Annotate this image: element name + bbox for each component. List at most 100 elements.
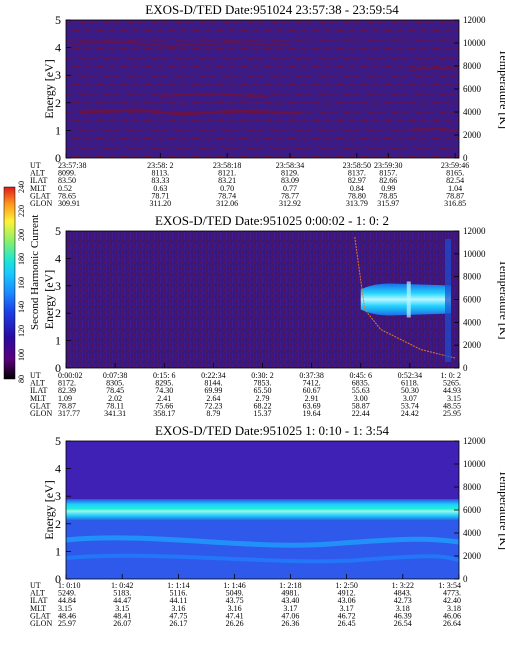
panel-3-emission-band [65, 499, 460, 579]
ephemeris-cell: 1.09 [58, 394, 72, 403]
ephemeris-cell: 43.40 [281, 596, 299, 605]
ephemeris-cell: 317.77 [58, 409, 80, 418]
ephemeris-cell: 8137. [348, 169, 366, 178]
ephemeris-cell: 6118. [401, 379, 419, 388]
panel-1-contour-streak [409, 66, 459, 71]
ephemeris-cell: 83.33 [151, 176, 169, 185]
energy-tick-label: 4 [55, 251, 61, 265]
ephemeris-cell: 358.17 [153, 409, 175, 418]
ephemeris-cell: 23:58:34 [276, 161, 304, 170]
ephemeris-cell: 78.74 [218, 191, 236, 200]
ephemeris-cell: 48.46 [58, 611, 76, 620]
ephemeris-cell: 1: 1:14 [167, 581, 189, 590]
energy-tick-label: 2 [55, 306, 61, 320]
ephemeris-row-label: ILAT [30, 386, 47, 395]
ephemeris-cell: 44.47 [113, 596, 131, 605]
ephemeris-cell: 48.55 [443, 401, 461, 410]
ephemeris-cell: 23:58: 2 [147, 161, 173, 170]
ephemeris-cell: 44.93 [443, 386, 461, 395]
ephemeris-cell: 26.54 [394, 619, 412, 628]
ephemeris-cell: 6835. [352, 379, 370, 388]
ephemeris-cell: 47.06 [281, 611, 299, 620]
panel-2-title: EXOS-D/TED Date:951025 0:00:02 - 1: 0: 2 [155, 213, 389, 228]
energy-tick-label: 5 [55, 434, 61, 448]
temperature-tick-label: 12000 [463, 15, 486, 25]
ephemeris-row-label: GLON [30, 409, 52, 418]
ephemeris-row-label: UT [30, 371, 41, 380]
colorbar-ticks: 80 100 120 140 160 180 200 220 240 [17, 181, 26, 383]
ephemeris-cell: 82.54 [446, 176, 464, 185]
temperature-tick-label: 2000 [463, 340, 482, 350]
energy-tick-label: 0 [55, 572, 61, 586]
ephemeris-cell: 78.85 [379, 191, 397, 200]
ephemeris-cell: 0:37:38 [299, 371, 323, 380]
ephemeris-cell: 1: 3:54 [439, 581, 461, 590]
ephemeris-cell: 1: 0:42 [111, 581, 133, 590]
ephemeris-cell: 72.23 [204, 401, 222, 410]
energy-tick-label: 3 [55, 489, 61, 503]
ephemeris-cell: 42.40 [443, 596, 461, 605]
ephemeris-cell: 8305. [106, 379, 124, 388]
ephemeris-row-label: ALT [30, 169, 45, 178]
temperature-tick-label: 0 [463, 574, 468, 584]
panel-3: EXOS-D/TED Date:951025 1: 0:10 - 1: 3:54… [30, 423, 505, 628]
ephemeris-cell: 75.66 [155, 401, 173, 410]
colorbar-tick-label: 80 [17, 375, 26, 383]
ephemeris-cell: 26.45 [338, 619, 356, 628]
emission-band-edge [445, 239, 451, 362]
ephemeris-cell: 50.30 [401, 386, 419, 395]
energy-axis-label: Energy [eV] [42, 270, 56, 329]
ephemeris-cell: 47.75 [169, 611, 187, 620]
energy-axis-label: Energy [eV] [42, 480, 56, 539]
panel-3-ephemeris-table: UT 1: 0:10 1: 0:42 1: 1:14 1: 1:46 1: 2:18 1: … [30, 581, 461, 628]
ephemeris-cell: 3.16 [171, 604, 185, 613]
ephemeris-row-label: UT [30, 581, 41, 590]
ephemeris-cell: 23:57:38 [58, 161, 86, 170]
ephemeris-row-label: MLT [30, 604, 46, 613]
ephemeris-cell: 25.97 [58, 619, 76, 628]
ephemeris-cell: 1: 3:22 [392, 581, 414, 590]
ephemeris-cell: 3.16 [228, 604, 242, 613]
ephemeris-cell: 8144. [204, 379, 222, 388]
ephemeris-cell: 315.97 [377, 199, 399, 208]
ephemeris-cell: 3.18 [396, 604, 410, 613]
ephemeris-cell: 0:30: 2 [251, 371, 273, 380]
ephemeris-cell: 82.39 [58, 386, 76, 395]
ephemeris-cell: 23:58:18 [213, 161, 241, 170]
ephemeris-cell: 2.41 [157, 394, 171, 403]
panel-2-axes: 0 1 2 3 4 5 0 2000 4000 6000 8000 10000 12000 Energy … [42, 224, 505, 375]
emission-band-spike [406, 281, 411, 318]
ephemeris-cell: 316.85 [444, 199, 466, 208]
ephemeris-cell: 8157. [379, 169, 397, 178]
ephemeris-cell: 0:52:34 [398, 371, 422, 380]
ephemeris-cell: 48.41 [113, 611, 131, 620]
ephemeris-cell: 2.79 [256, 394, 270, 403]
temperature-axis-label: Temperature [K] [497, 49, 505, 129]
ephemeris-cell: 26.07 [113, 619, 131, 628]
ephemeris-cell: 5183. [113, 589, 131, 598]
ephemeris-cell: 78.65 [58, 191, 76, 200]
ephemeris-cell: 3.15 [115, 604, 129, 613]
ephemeris-cell: 0.63 [153, 184, 167, 193]
ephemeris-cell: 0:45: 6 [350, 371, 372, 380]
panel-1-ephemeris-table: UT 23:57:38 23:58: 2 23:58:18 23:58:34 23:58:… [30, 161, 469, 208]
temperature-tick-label: 2000 [463, 551, 482, 561]
ephemeris-cell: 78.71 [151, 191, 169, 200]
ephemeris-row-label: GLAT [30, 191, 51, 200]
ephemeris-cell: 2.64 [206, 394, 220, 403]
colorbar: 80 100 120 140 160 180 200 220 240 Second Harmon… [3, 181, 41, 383]
ephemeris-cell: 53.74 [401, 401, 419, 410]
ephemeris-cell: 23:58:50 [343, 161, 371, 170]
ephemeris-cell: 5249. [58, 589, 76, 598]
panel-1-axes: 0 1 2 3 4 5 0 2000 4000 6000 8000 10000 12000 Energy … [42, 13, 505, 165]
temperature-tick-label: 6000 [463, 84, 482, 94]
ephemeris-cell: 68.22 [254, 401, 272, 410]
energy-tick-label: 0 [55, 361, 61, 375]
temperature-tick-label: 8000 [463, 482, 482, 492]
energy-tick-label: 3 [55, 279, 61, 293]
ephemeris-cell: 83.21 [218, 176, 236, 185]
ephemeris-cell: 341.31 [104, 409, 126, 418]
ephemeris-cell: 3.15 [447, 394, 461, 403]
panel-3-title: EXOS-D/TED Date:951025 1: 0:10 - 1: 3:54 [155, 423, 389, 438]
